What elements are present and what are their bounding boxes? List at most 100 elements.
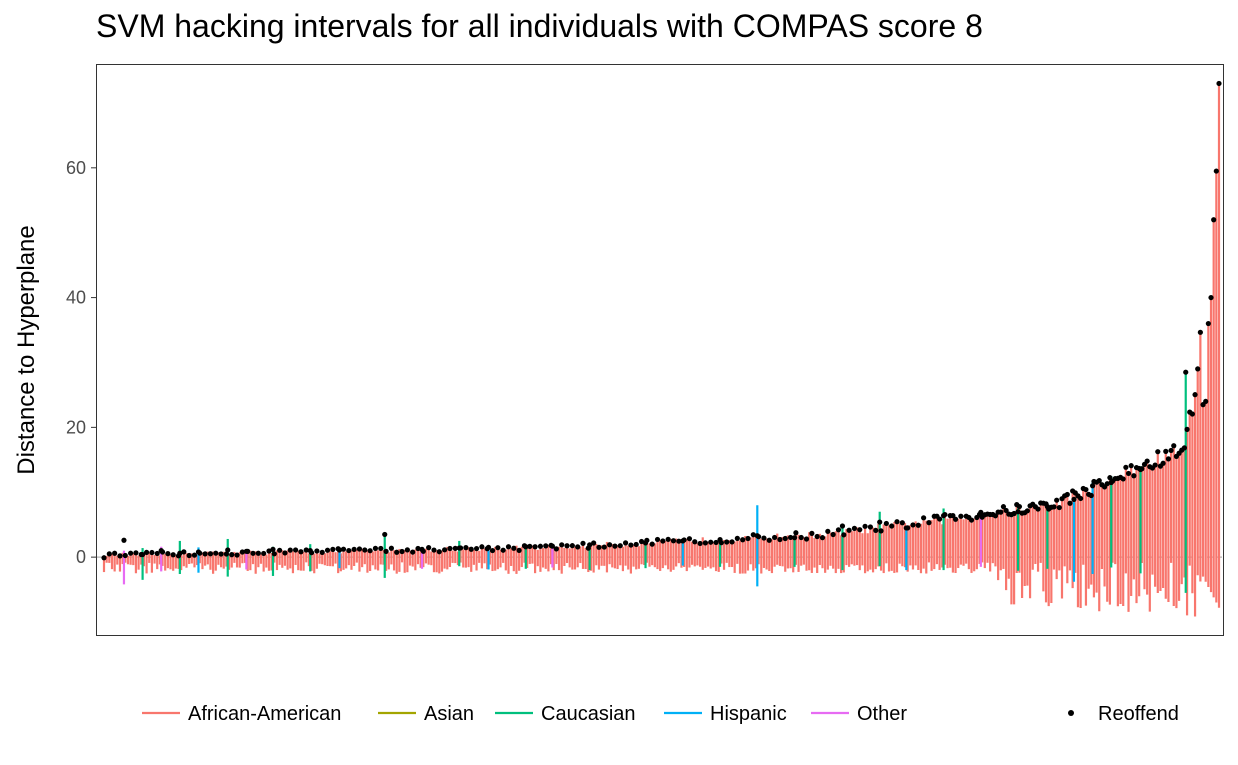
reoffend-point <box>537 543 544 549</box>
reoffend-point <box>181 549 187 555</box>
reoffend-point <box>622 540 629 546</box>
reoffend-point <box>878 528 884 534</box>
reoffend-point <box>452 545 458 551</box>
reoffend-point <box>479 544 485 550</box>
reoffend-point <box>307 548 313 554</box>
reoffend-point <box>830 531 836 538</box>
reoffend-point <box>1051 504 1057 510</box>
reoffend-point <box>1163 448 1169 454</box>
reoffend-point <box>372 545 379 551</box>
reoffend-point <box>1078 495 1084 502</box>
reoffend-point <box>787 534 794 541</box>
legend-label: Asian <box>424 703 474 725</box>
reoffend-point <box>950 512 956 519</box>
legend-label: Other <box>857 703 907 725</box>
reoffend-point <box>564 543 570 549</box>
reoffend-point <box>463 545 469 551</box>
reoffend-point <box>1189 411 1195 417</box>
reoffend-point <box>1123 464 1129 470</box>
y-tick-label: 40 <box>66 288 86 308</box>
reoffend-point <box>713 539 719 546</box>
reoffend-point <box>195 549 202 555</box>
reoffend-point <box>271 551 277 557</box>
reoffend-point <box>1128 463 1134 469</box>
reoffend-point <box>287 547 293 553</box>
y-axis-title: Distance to Hyperplane <box>13 225 40 474</box>
reoffend-point <box>243 548 249 554</box>
reoffend-point <box>436 549 442 555</box>
reoffend-point <box>1181 445 1188 451</box>
reoffend-point <box>754 533 760 539</box>
reoffend-point <box>580 540 586 546</box>
reoffend-point <box>1168 447 1174 454</box>
reoffend-point <box>1203 398 1209 405</box>
reoffend-point <box>415 545 421 552</box>
reoffend-point <box>766 537 772 543</box>
reoffend-point <box>202 551 208 557</box>
y-axis: 0 20 40 60 <box>66 158 96 567</box>
reoffend-point <box>978 509 984 515</box>
reoffend-point <box>1216 80 1222 87</box>
reoffend-point <box>1064 491 1070 498</box>
reoffend-point <box>298 549 304 555</box>
reoffend-point <box>239 549 245 555</box>
reoffend-point <box>255 550 261 556</box>
reoffend-point <box>186 552 192 559</box>
reoffend-point <box>473 545 480 552</box>
reoffend-point <box>191 552 198 558</box>
reoffend-point <box>569 543 575 549</box>
reoffend-point <box>314 548 320 554</box>
reoffend-point <box>883 520 889 527</box>
y-tick-label: 0 <box>76 547 86 567</box>
reoffend-point <box>431 547 437 553</box>
reoffend-point <box>207 551 214 557</box>
reoffend-point <box>303 547 309 553</box>
reoffend-point <box>165 551 171 557</box>
reoffend-point <box>617 543 623 549</box>
reoffend-point <box>378 545 384 552</box>
reoffend-point <box>1208 294 1214 301</box>
reoffend-point <box>968 517 975 523</box>
reoffend-point <box>495 545 501 551</box>
y-tick-label: 60 <box>66 158 86 178</box>
reoffend-point <box>324 547 331 553</box>
reoffend-point <box>426 545 432 551</box>
reoffend-point <box>676 538 682 544</box>
reoffend-point <box>511 545 517 551</box>
reoffend-point <box>697 540 703 547</box>
reoffend-point <box>139 551 146 558</box>
reoffend-point <box>1003 507 1009 514</box>
reoffend-point <box>367 548 373 554</box>
reoffend-point <box>1213 168 1219 174</box>
reoffend-point <box>899 520 905 526</box>
reoffend-point <box>1044 503 1050 510</box>
reoffend-point <box>734 535 740 541</box>
reoffend-point <box>1000 504 1007 510</box>
reoffend-point <box>527 543 533 549</box>
reoffend-point <box>1211 217 1217 223</box>
reoffend-point <box>250 550 256 556</box>
reoffend-point <box>724 539 730 545</box>
reoffend-point <box>910 522 916 528</box>
reoffend-point <box>607 542 613 548</box>
reoffend-point <box>915 522 921 528</box>
reoffend-point <box>587 542 593 548</box>
reoffend-point <box>809 530 815 536</box>
reoffend-point <box>106 551 112 557</box>
reoffend-point <box>559 542 565 548</box>
reoffend-point <box>229 551 235 558</box>
reoffend-point <box>654 536 661 543</box>
reoffend-point <box>839 523 846 529</box>
reoffend-point <box>543 543 549 549</box>
reoffend-point <box>670 538 677 544</box>
reoffend-point <box>553 546 559 552</box>
interval-layer <box>102 83 1221 617</box>
reoffend-point <box>468 546 474 552</box>
reoffend-point <box>1120 476 1126 482</box>
point-layer <box>101 80 1222 561</box>
reoffend-point <box>1016 503 1023 510</box>
reoffend-point <box>340 546 347 552</box>
reoffend-point <box>154 550 160 557</box>
reoffend-point <box>362 547 368 553</box>
reoffend-point <box>1071 496 1077 502</box>
